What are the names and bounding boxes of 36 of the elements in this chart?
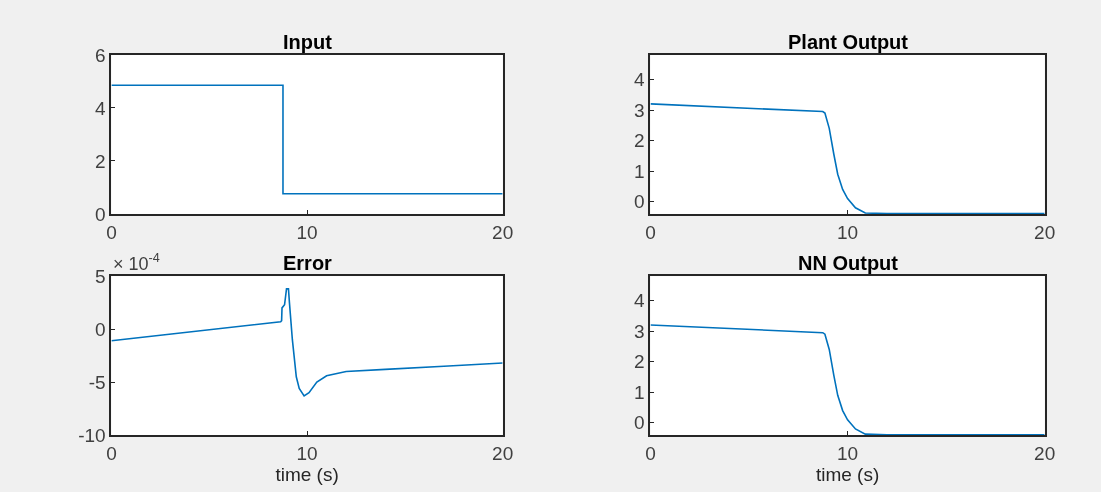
y-tick-label: 3 <box>634 99 645 121</box>
chart-title: NN Output <box>798 252 899 274</box>
y-tick-label: 2 <box>95 150 106 172</box>
x-tick-label: 20 <box>492 221 514 243</box>
x-tick-label: 10 <box>837 442 859 464</box>
y-tick-label: 0 <box>634 412 645 434</box>
y-tick-label: 4 <box>634 290 646 312</box>
y-tick-label: -10 <box>78 424 106 446</box>
y-tick-label: 5 <box>95 265 106 287</box>
y-tick-label: -5 <box>88 371 106 393</box>
y-tick-label: 4 <box>95 97 107 119</box>
x-axis-title: time (s) <box>275 463 339 485</box>
y-tick-label: 2 <box>634 130 645 152</box>
y-tick-label: 4 <box>634 69 646 91</box>
y-tick-label: 6 <box>95 44 106 66</box>
x-tick-label: 20 <box>1034 221 1056 243</box>
x-tick-label: 10 <box>296 442 318 464</box>
y-tick-label: 0 <box>634 191 645 213</box>
line-series <box>650 324 1045 436</box>
line-series <box>650 103 1045 214</box>
y-tick-label: 3 <box>634 320 645 342</box>
y-tick-label: 0 <box>95 318 106 340</box>
x-tick-label: 10 <box>296 221 318 243</box>
chart-title: Error <box>283 252 333 274</box>
y-tick-label: 0 <box>95 203 106 225</box>
text: × 10$^{-4}$ <box>113 251 160 274</box>
x-axis-title: time (s) <box>815 463 880 485</box>
x-tick-label: 20 <box>492 442 514 464</box>
chart-title: Plant Output <box>788 31 909 53</box>
y-tick-label: 2 <box>634 351 645 373</box>
y-tick-label: 1 <box>634 381 645 403</box>
line-series <box>111 288 503 397</box>
y-tick-label: 1 <box>634 160 645 182</box>
x-tick-label: 20 <box>1034 442 1056 464</box>
x-tick-label: 10 <box>837 221 859 243</box>
chart-title: Input <box>283 31 333 53</box>
